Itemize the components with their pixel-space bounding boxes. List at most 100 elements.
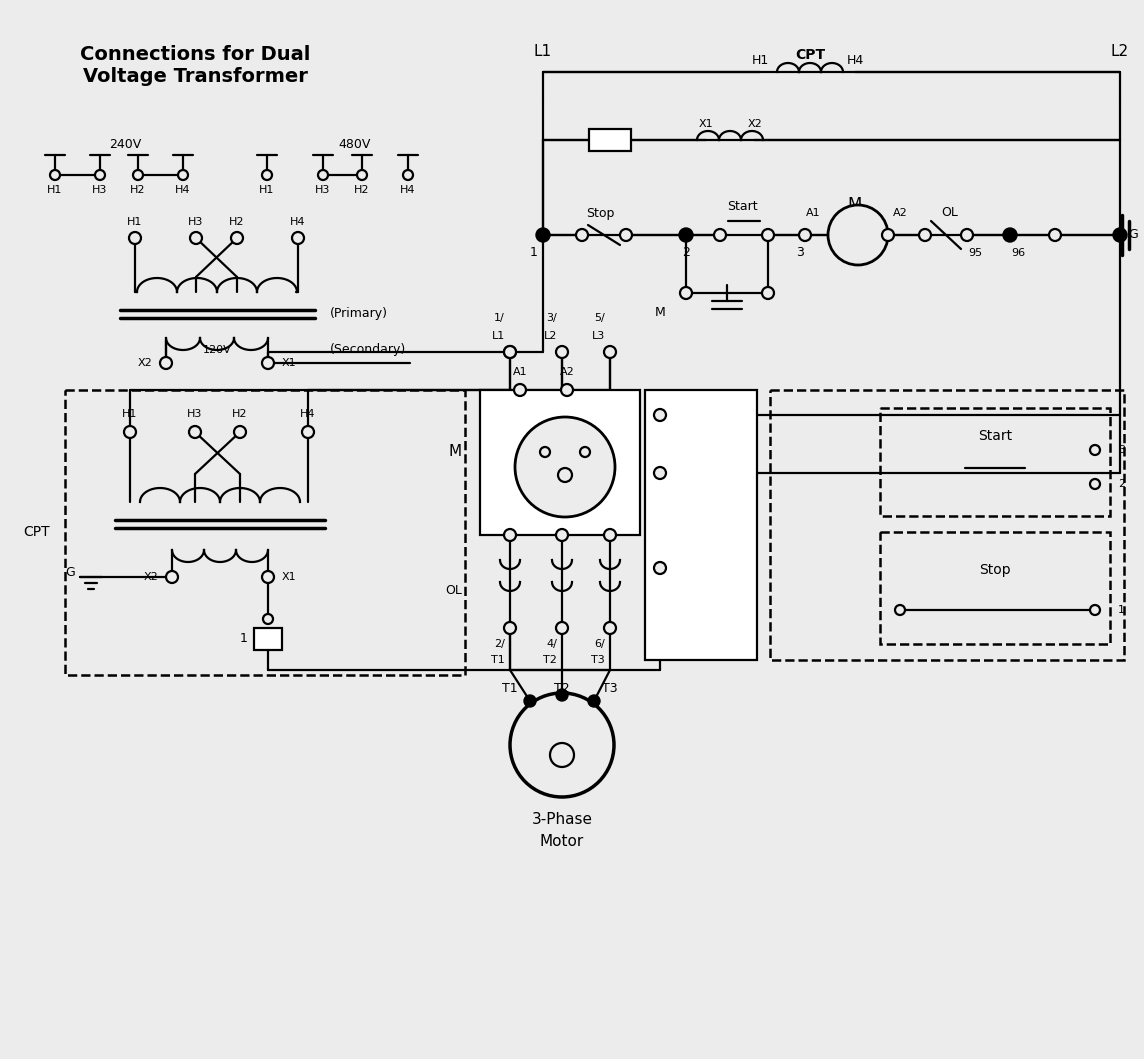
Circle shape (262, 170, 272, 180)
Text: L3: L3 (591, 331, 605, 341)
Text: Start: Start (978, 429, 1012, 443)
Circle shape (556, 622, 569, 634)
Circle shape (129, 232, 141, 244)
Circle shape (178, 170, 188, 180)
Text: 1/: 1/ (494, 313, 505, 323)
Circle shape (550, 743, 574, 767)
Circle shape (654, 409, 666, 421)
Bar (770, 390, 1125, 660)
Text: X2: X2 (143, 572, 158, 582)
Circle shape (680, 287, 692, 299)
Circle shape (604, 346, 615, 358)
Text: T2: T2 (554, 682, 570, 695)
Bar (589, 129, 631, 151)
Circle shape (160, 357, 172, 369)
Circle shape (556, 530, 569, 541)
Text: OL: OL (942, 207, 959, 219)
Text: 2/: 2/ (494, 639, 505, 649)
Bar (254, 628, 283, 650)
Text: H1: H1 (127, 217, 143, 227)
Text: M: M (848, 196, 863, 214)
Text: H3: H3 (189, 217, 204, 227)
Text: Reset: Reset (675, 546, 710, 559)
Text: 3: 3 (675, 467, 683, 480)
Text: 96: 96 (1011, 248, 1025, 258)
Circle shape (680, 228, 693, 243)
Circle shape (654, 562, 666, 574)
Text: 2: 2 (682, 247, 690, 259)
Text: 1: 1 (240, 631, 248, 645)
Circle shape (263, 614, 273, 624)
Text: 95: 95 (968, 248, 983, 258)
Text: 480V: 480V (339, 139, 371, 151)
Text: 3-Phase: 3-Phase (532, 811, 593, 826)
Text: L1: L1 (534, 44, 553, 59)
Circle shape (714, 229, 726, 241)
Circle shape (895, 605, 905, 615)
Circle shape (604, 530, 615, 541)
Circle shape (166, 571, 178, 584)
Text: X1: X1 (283, 572, 296, 582)
Circle shape (556, 346, 569, 358)
Circle shape (292, 232, 304, 244)
Circle shape (961, 229, 974, 241)
Text: 3: 3 (1118, 445, 1125, 455)
Circle shape (540, 447, 550, 457)
Text: L1: L1 (492, 331, 505, 341)
Circle shape (828, 205, 888, 265)
Circle shape (604, 622, 615, 634)
Bar (880, 532, 1110, 644)
Bar (645, 390, 757, 660)
Circle shape (799, 229, 811, 241)
Circle shape (1003, 228, 1017, 243)
Circle shape (190, 232, 202, 244)
Text: H1: H1 (47, 185, 63, 195)
Circle shape (1090, 605, 1101, 615)
Text: G: G (65, 566, 76, 578)
Circle shape (580, 447, 590, 457)
Text: Connections for Dual
Voltage Transformer: Connections for Dual Voltage Transformer (80, 44, 310, 86)
Text: H1: H1 (122, 409, 137, 419)
Text: L2: L2 (543, 331, 557, 341)
Text: X1: X1 (699, 119, 714, 129)
Circle shape (537, 228, 550, 243)
Text: 240V: 240V (109, 139, 141, 151)
Text: L2: L2 (1111, 44, 1129, 59)
Circle shape (505, 622, 516, 634)
Circle shape (1049, 229, 1060, 241)
Text: H4: H4 (175, 185, 191, 195)
Circle shape (318, 170, 328, 180)
Text: 1: 1 (530, 247, 538, 259)
Circle shape (50, 170, 59, 180)
Text: H2: H2 (355, 185, 370, 195)
Text: M: M (656, 306, 666, 320)
Text: 2: 2 (1118, 479, 1126, 489)
Text: 3: 3 (796, 247, 804, 259)
Text: T3: T3 (591, 656, 605, 665)
Circle shape (403, 170, 413, 180)
Text: H1: H1 (260, 185, 275, 195)
Text: A2: A2 (559, 367, 574, 377)
Circle shape (262, 571, 275, 584)
Circle shape (588, 695, 599, 707)
Text: H1: H1 (752, 54, 769, 67)
Circle shape (95, 170, 105, 180)
Text: H3: H3 (316, 185, 331, 195)
Text: CPT: CPT (795, 48, 825, 62)
Text: H4: H4 (400, 185, 415, 195)
Circle shape (556, 689, 569, 701)
Text: A2: A2 (892, 208, 907, 218)
Text: 6/: 6/ (594, 639, 605, 649)
Text: H2: H2 (232, 409, 248, 419)
Text: T1: T1 (502, 682, 518, 695)
Text: H4: H4 (300, 409, 316, 419)
Circle shape (510, 693, 614, 797)
Text: 4/: 4/ (546, 639, 557, 649)
Circle shape (262, 357, 275, 369)
Circle shape (189, 426, 201, 438)
Text: Start: Start (726, 200, 757, 214)
Circle shape (1113, 228, 1127, 243)
Circle shape (575, 229, 588, 241)
Circle shape (505, 346, 516, 358)
Text: H4: H4 (847, 54, 864, 67)
